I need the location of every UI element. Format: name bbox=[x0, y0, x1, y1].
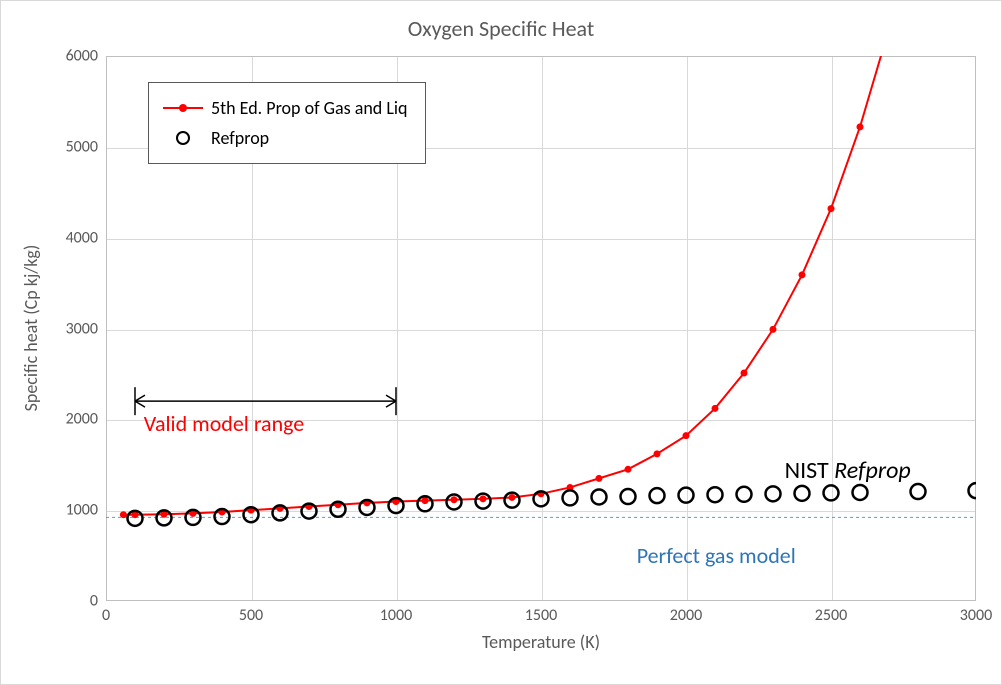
annotation-perfect-gas: Perfect gas model bbox=[637, 542, 796, 569]
gridline-vertical bbox=[542, 57, 543, 600]
y-tick-label: 5000 bbox=[38, 137, 98, 156]
y-tick-label: 1000 bbox=[38, 501, 98, 520]
legend-label-refprop: Refprop bbox=[211, 127, 269, 149]
x-tick-label: 2500 bbox=[815, 606, 847, 625]
gridline-vertical bbox=[687, 57, 688, 600]
x-tick-label: 2000 bbox=[670, 606, 702, 625]
gridline-horizontal bbox=[107, 330, 975, 331]
legend-symbol-circle-icon bbox=[163, 128, 203, 148]
x-tick-label: 3000 bbox=[960, 606, 992, 625]
x-tick-label: 500 bbox=[239, 606, 263, 625]
x-tick-label: 0 bbox=[102, 606, 110, 625]
y-tick-label: 0 bbox=[38, 592, 98, 611]
annotation-nist-refprop: NIST Refprop bbox=[785, 456, 911, 485]
annotation-valid-range: Valid model range bbox=[144, 410, 305, 437]
plot-wrap: 5th Ed. Prop of Gas and Liq Refprop Temp… bbox=[106, 56, 976, 601]
legend-label-ed5: 5th Ed. Prop of Gas and Liq bbox=[211, 97, 407, 119]
gridline-horizontal bbox=[107, 239, 975, 240]
x-tick-label: 1500 bbox=[525, 606, 557, 625]
y-tick-label: 2000 bbox=[38, 410, 98, 429]
chart-container: Oxygen Specific Heat 5th Ed. Prop of Gas… bbox=[0, 0, 1002, 685]
legend-item-refprop: Refprop bbox=[163, 125, 407, 151]
legend-symbol-line-icon bbox=[163, 98, 203, 118]
gridline-horizontal bbox=[107, 511, 975, 512]
x-tick-label: 1000 bbox=[380, 606, 412, 625]
y-tick-label: 6000 bbox=[38, 47, 98, 66]
legend-item-ed5: 5th Ed. Prop of Gas and Liq bbox=[163, 95, 407, 121]
chart-legend: 5th Ed. Prop of Gas and Liq Refprop bbox=[148, 82, 426, 164]
gridline-vertical bbox=[832, 57, 833, 600]
y-tick-label: 4000 bbox=[38, 228, 98, 247]
x-axis-label: Temperature (K) bbox=[106, 631, 976, 653]
chart-title: Oxygen Specific Heat bbox=[1, 1, 1001, 42]
y-tick-label: 3000 bbox=[38, 319, 98, 338]
